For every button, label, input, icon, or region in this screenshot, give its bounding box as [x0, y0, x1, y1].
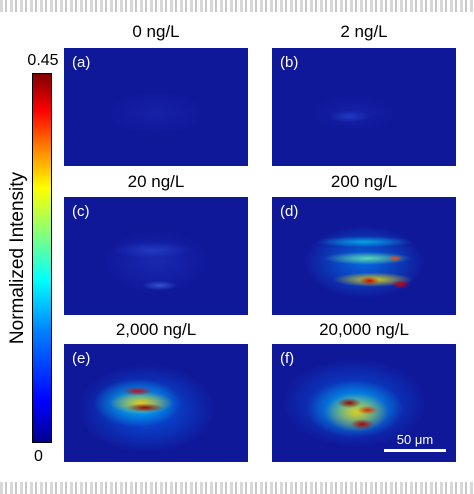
image-panel-b: (b) [272, 48, 456, 166]
image-panel-c: (c) [64, 197, 248, 315]
scale-bar-line [384, 449, 446, 452]
colorbar [32, 73, 52, 443]
panel-letter-b: (b) [280, 54, 299, 71]
panel-letter-e: (e) [72, 350, 91, 367]
panel-title-f: 20,000 ng/L [319, 320, 409, 339]
image-panel-f: (f) 50 μm [272, 344, 456, 462]
panel-letter-c: (c) [72, 203, 90, 220]
colorbar-max-label: 0.45 [27, 52, 59, 69]
panel-title-d: 200 ng/L [330, 172, 398, 191]
panel-title-c: 20 ng/L [127, 172, 185, 191]
panel-letter-d: (d) [280, 203, 299, 220]
scale-bar: 50 μm [384, 432, 446, 452]
image-panel-e: (e) [64, 344, 248, 462]
panel-letter-a: (a) [72, 54, 91, 71]
panel-title-e: 2,000 ng/L [115, 320, 197, 339]
panel-title-a: 0 ng/L [132, 22, 180, 41]
image-panel-a: (a) [64, 48, 248, 166]
colorbar-axis-label: Normalized Intensity [7, 171, 28, 345]
cropped-caption-top [0, 0, 474, 12]
scale-bar-label: 50 μm [396, 432, 434, 447]
panel-title-b: 2 ng/L [340, 22, 388, 41]
cropped-caption-bottom [0, 482, 474, 494]
image-panel-d: (d) [272, 197, 456, 315]
colorbar-min-label: 0 [34, 448, 43, 465]
panel-letter-f: (f) [280, 350, 295, 367]
